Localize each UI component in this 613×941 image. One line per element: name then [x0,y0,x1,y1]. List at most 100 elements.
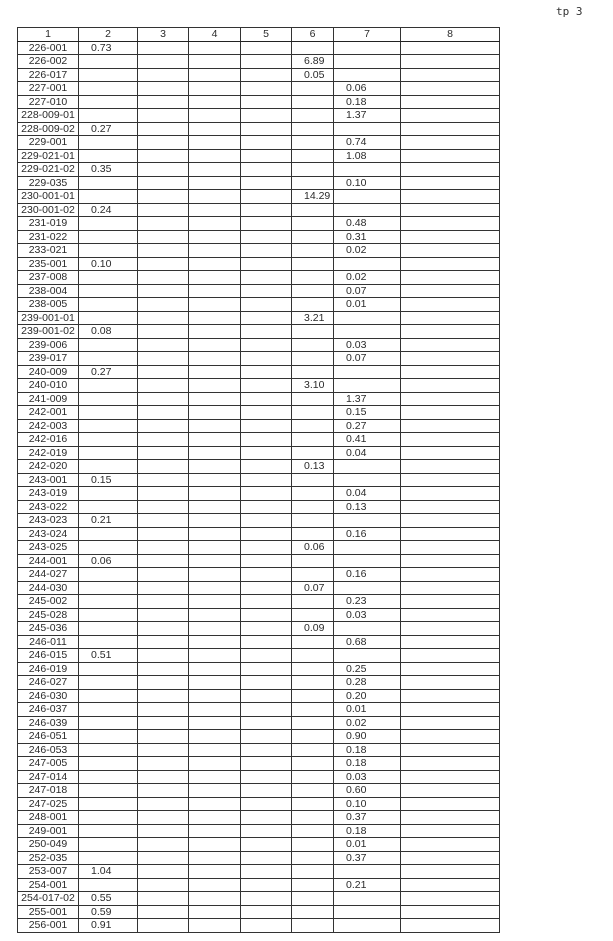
value-cell [188,729,241,744]
value-cell [78,418,138,433]
value-cell [78,823,138,838]
value-cell [333,324,401,339]
table-row: 246-039 0.02 [17,715,500,730]
value-cell: 0.06 [78,553,138,568]
value-cell: 0.59 [78,904,138,919]
value-cell [400,742,500,757]
value-cell [240,783,292,798]
value-cell [137,337,189,352]
value-cell: 0.55 [78,891,138,906]
value-cell [137,40,189,55]
value-cell [400,580,500,595]
value-cell [400,108,500,123]
value-cell: 0.01 [333,837,401,852]
value-cell [400,877,500,892]
value-cell [188,418,241,433]
value-cell [400,324,500,339]
row-id-cell: 233-021 [17,243,79,258]
value-cell [78,769,138,784]
table-row: 242-020 0.13 [17,459,500,474]
row-id-cell: 242-020 [17,459,79,474]
value-cell [400,202,500,217]
value-cell [400,54,500,69]
row-id-cell: 247-018 [17,783,79,798]
row-id-cell: 253-007 [17,864,79,879]
value-cell [188,121,241,136]
table-row: 253-007 1.04 [17,864,500,879]
table-row: 239-001-01 3.21 [17,310,500,325]
value-cell [240,121,292,136]
value-cell [137,499,189,514]
value-cell [291,418,334,433]
value-cell: 1.08 [333,148,401,163]
value-cell: 0.01 [333,702,401,717]
value-cell: 0.21 [333,877,401,892]
table-row: 254-001 0.21 [17,877,500,892]
table-row: 246-030 0.20 [17,688,500,703]
value-cell [291,661,334,676]
value-cell [78,634,138,649]
value-cell [137,756,189,771]
value-cell [400,364,500,379]
value-cell [291,756,334,771]
value-cell [400,513,500,528]
value-cell: 0.06 [291,540,334,555]
table-row: 240-009 0.27 [17,364,500,379]
row-id-cell: 235-001 [17,256,79,271]
value-cell [240,432,292,447]
value-cell [333,459,401,474]
value-cell: 0.04 [333,486,401,501]
value-cell [188,283,241,298]
value-cell [240,472,292,487]
table-row: 242-001 0.15 [17,405,500,420]
value-cell [78,675,138,690]
value-cell [137,148,189,163]
value-cell: 0.15 [333,405,401,420]
value-cell [400,229,500,244]
value-cell: 0.20 [333,688,401,703]
value-cell [188,81,241,96]
value-cell [78,621,138,636]
value-cell [188,310,241,325]
value-cell [240,148,292,163]
table-row: 252-035 0.37 [17,850,500,865]
value-cell [400,148,500,163]
value-cell [291,40,334,55]
value-cell [291,783,334,798]
value-cell [291,864,334,879]
value-cell [240,67,292,82]
row-id-cell: 246-053 [17,742,79,757]
value-cell [188,148,241,163]
value-cell [400,756,500,771]
value-cell [188,621,241,636]
value-cell [240,270,292,285]
value-cell [400,688,500,703]
value-cell [188,216,241,231]
value-cell [137,121,189,136]
value-cell [240,189,292,204]
value-cell [188,378,241,393]
value-cell [240,877,292,892]
value-cell [291,499,334,514]
table-row: 230-001-01 14.29 [17,189,500,204]
value-cell [240,391,292,406]
value-cell [240,607,292,622]
value-cell [291,513,334,528]
value-cell: 0.37 [333,810,401,825]
value-cell [400,661,500,676]
row-id-cell: 241-009 [17,391,79,406]
value-cell [137,675,189,690]
value-cell [137,378,189,393]
row-id-cell: 246-015 [17,648,79,663]
value-cell: 0.07 [333,283,401,298]
value-cell: 0.02 [333,715,401,730]
value-cell [291,553,334,568]
row-id-cell: 246-039 [17,715,79,730]
value-cell [240,796,292,811]
value-cell [240,769,292,784]
value-cell [400,283,500,298]
value-cell: 3.10 [291,378,334,393]
value-cell [291,486,334,501]
table-row: 243-025 0.06 [17,540,500,555]
